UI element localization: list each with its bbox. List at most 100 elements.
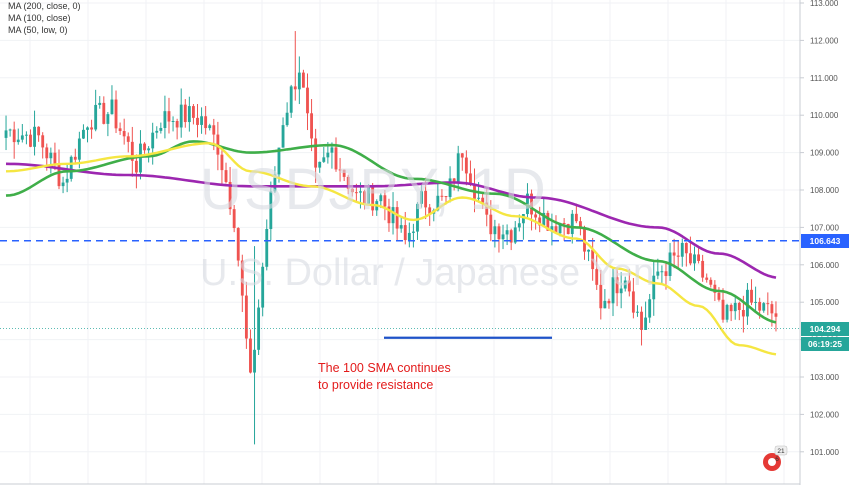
candle-body (754, 301, 758, 303)
legend-ma200[interactable]: MA (200, close, 0) (8, 1, 81, 11)
candle-body (228, 181, 232, 210)
candle-body (411, 231, 415, 233)
candle-body (595, 269, 599, 285)
candle-body (741, 309, 745, 317)
candle-body (701, 260, 705, 278)
candle-body (452, 178, 456, 183)
candle-body (640, 311, 643, 330)
candle-body (175, 120, 179, 128)
candle-body (318, 161, 322, 168)
candle-body (183, 104, 187, 123)
candle-body (774, 313, 778, 317)
candle-body (517, 223, 521, 228)
candle-body (623, 280, 627, 289)
candle-body (163, 111, 167, 128)
candle-body (179, 104, 183, 128)
legend-ma50[interactable]: MA (50, low, 0) (8, 25, 68, 35)
candle-body (387, 206, 391, 224)
candle-body (534, 214, 538, 218)
candle-body (159, 127, 163, 131)
ma50-line (5, 142, 777, 356)
candle-body (187, 106, 191, 123)
legend-ma100[interactable]: MA (100, close) (8, 13, 71, 23)
candle-body (20, 135, 24, 140)
candle-body (232, 209, 236, 229)
candle-body (94, 104, 98, 130)
candle-body (489, 214, 493, 235)
candle-body (733, 302, 737, 312)
candle-body (725, 304, 729, 320)
candle-body (249, 338, 252, 373)
candle-body (619, 288, 623, 294)
candle-body (513, 227, 517, 243)
candle-body (338, 169, 342, 171)
candle-body (464, 157, 468, 174)
annotation-line-1: The 100 SMA continues (318, 361, 451, 375)
candle-body (746, 289, 749, 317)
candle-body (147, 148, 151, 151)
candle-body (265, 229, 269, 267)
y-tick-label: 113.000 (810, 0, 839, 8)
y-tick-label: 108.000 (810, 186, 839, 195)
y-tick-label: 102.000 (810, 410, 839, 419)
candle-body (737, 302, 741, 310)
candle-body (762, 303, 766, 311)
indicator-legend: MA (200, close, 0) MA (100, close) MA (5… (8, 0, 81, 36)
y-tick-label: 101.000 (810, 448, 839, 457)
candle-body (705, 277, 709, 280)
candle-body (240, 260, 244, 296)
last-price-tag: 104.294 (801, 321, 849, 336)
y-tick-label: 103.000 (810, 373, 839, 382)
candle-body (481, 197, 485, 203)
candle-body (570, 213, 574, 235)
candle-body (285, 112, 289, 126)
candle-body (143, 143, 146, 151)
candle-body (363, 191, 366, 204)
candle-body (310, 113, 313, 139)
candle-body (497, 226, 501, 240)
candle-body (41, 135, 45, 148)
candle-body (636, 311, 639, 313)
price-axis[interactable]: 113.000 112.000 111.000 110.000 109.000 108.0… (800, 0, 839, 457)
y-tick-label: 109.000 (810, 149, 839, 158)
candle-body (407, 232, 411, 241)
candle-body (16, 139, 20, 143)
candle-body (4, 130, 8, 138)
candle-body (110, 99, 114, 115)
candle-body (82, 129, 85, 139)
candle-body (301, 72, 305, 88)
logo-badge-bottom: 6 (775, 456, 779, 463)
candle-body (770, 304, 774, 314)
broker-logo-icon[interactable]: 21 6 (758, 444, 788, 474)
candle-body (236, 228, 240, 261)
candle-body (456, 153, 460, 183)
y-tick-label: 105.000 (810, 298, 839, 307)
candle-body (277, 147, 281, 175)
candle-body (29, 134, 32, 147)
candle-body (379, 195, 383, 202)
candle-body (314, 138, 318, 168)
candle-body (90, 127, 94, 130)
candle-body (505, 230, 509, 235)
candle-body (220, 154, 224, 171)
candle-body (73, 156, 77, 160)
candle-body (652, 275, 656, 300)
candle-body (61, 182, 65, 187)
candle-body (102, 102, 106, 124)
candle-body (428, 207, 432, 214)
y-tick-label: 112.000 (810, 36, 839, 45)
resistance-level-tag: 106.643 (801, 233, 849, 248)
candle-body (583, 227, 586, 252)
candle-body (416, 203, 419, 232)
grid-lines (0, 0, 800, 484)
candle-body (688, 253, 692, 264)
candle-body (660, 271, 664, 273)
ma200-line (5, 162, 777, 279)
candle-body (269, 191, 273, 230)
candle-body (684, 242, 688, 254)
candle-body (151, 132, 155, 149)
candlesticks (4, 31, 778, 445)
candle-body (607, 300, 611, 304)
candle-body (538, 217, 542, 226)
